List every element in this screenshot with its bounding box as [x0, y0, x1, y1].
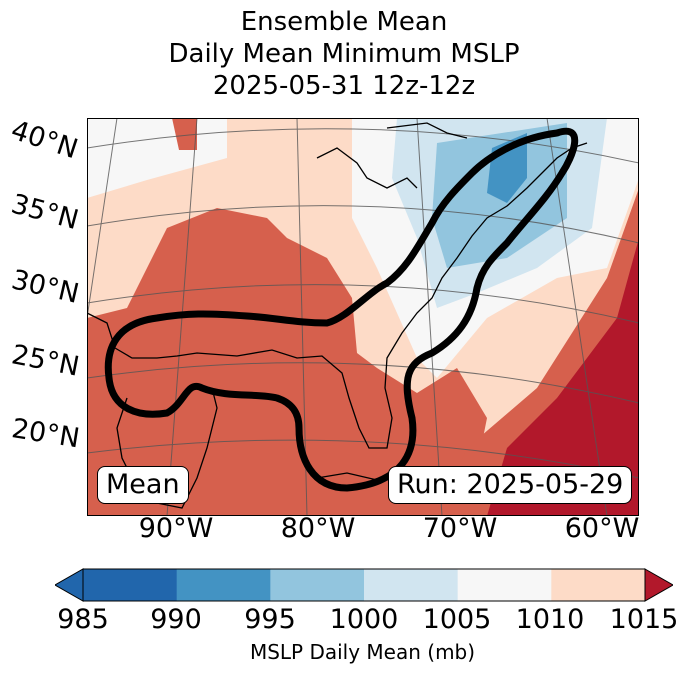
colorbar-tick-995: 995 — [244, 604, 296, 635]
colorbar-segment — [364, 569, 459, 601]
lat-label-35n: 35°N — [7, 188, 82, 237]
lat-label-25n: 25°N — [9, 339, 82, 383]
lat-label-30n: 30°N — [8, 264, 82, 310]
colorbar — [55, 568, 673, 602]
lon-label-90w: 90°W — [138, 513, 214, 544]
colorbar-segment — [270, 569, 365, 601]
mean-badge: Mean — [97, 466, 189, 504]
colorbar-extend-low — [55, 568, 84, 602]
lon-label-80w: 80°W — [280, 513, 356, 544]
colorbar-tick-985: 985 — [57, 604, 109, 635]
colorbar-segment — [551, 569, 646, 601]
colorbar-tick-1005: 1005 — [422, 604, 492, 635]
colorbar-segment — [83, 569, 178, 601]
colorbar-tick-990: 990 — [150, 604, 202, 635]
lat-label-40n: 40°N — [7, 114, 82, 166]
lon-label-60w: 60°W — [564, 513, 640, 544]
field-atlantic-darkred — [487, 238, 639, 516]
field-small-red-patch — [172, 118, 197, 150]
coastlines — [87, 122, 588, 509]
colorbar-tick-1010: 1010 — [515, 604, 585, 635]
chart-title-line2: Daily Mean Minimum MSLP — [168, 39, 520, 69]
colorbar-segment — [176, 569, 271, 601]
lat-label-20n: 20°N — [9, 413, 82, 455]
graticule — [87, 118, 639, 516]
colorbar-label: MSLP Daily Mean (mb) — [249, 640, 476, 664]
map-field — [87, 118, 639, 516]
colorbar-extend-high — [644, 568, 673, 602]
run-date-badge: Run: 2025-05-29 — [388, 466, 633, 504]
colorbar-segment — [457, 569, 552, 601]
colorbar-tick-1015: 1015 — [609, 604, 679, 635]
lon-label-70w: 70°W — [422, 513, 498, 544]
colorbar-segments — [55, 568, 673, 602]
chart-title-line3: 2025-05-31 12z-12z — [212, 71, 476, 101]
threshold-contour — [104, 127, 579, 492]
field-gulf-red — [87, 208, 497, 516]
chart-title-line1: Ensemble Mean — [240, 7, 448, 37]
map-panel: Mean Run: 2025-05-29 — [87, 118, 639, 516]
colorbar-frame — [82, 568, 646, 602]
colorbar-tick-1000: 1000 — [329, 604, 399, 635]
